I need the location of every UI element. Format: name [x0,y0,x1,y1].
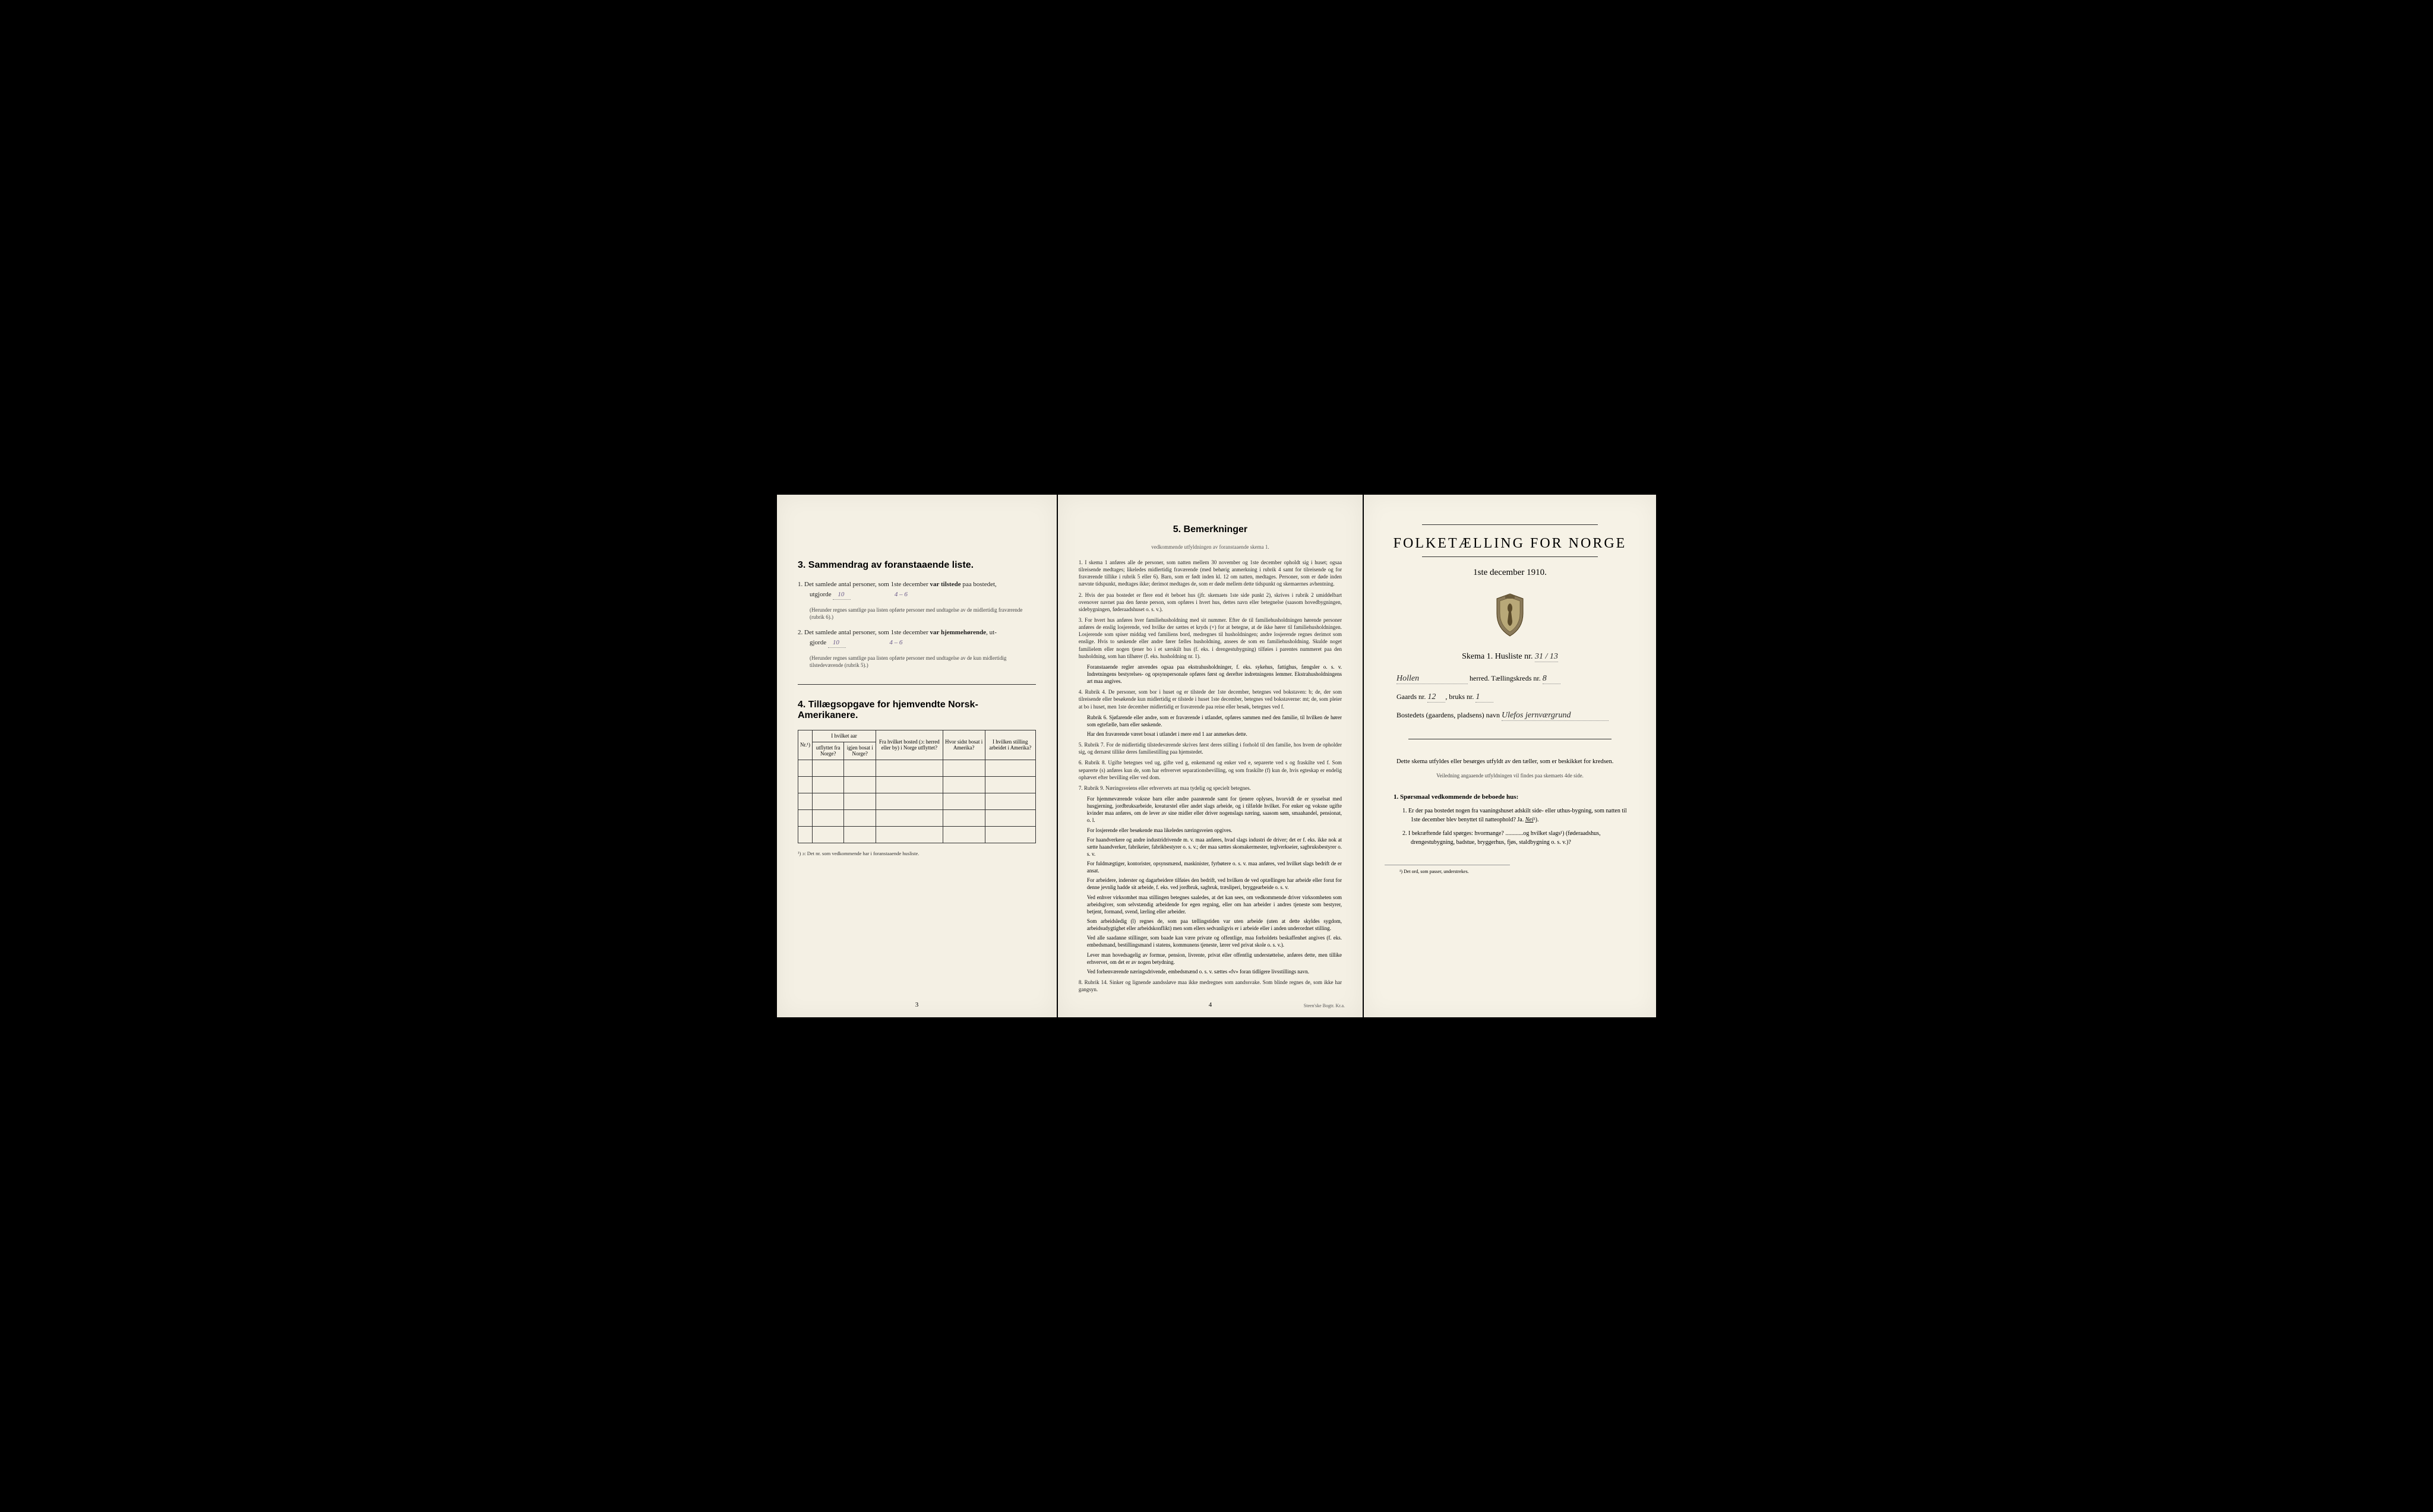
item1-post: paa bostedet, [961,581,997,588]
q1-answer: Nei [1525,817,1534,823]
footnote-3: ¹) Det ord, som passer, understrekes. [1385,865,1510,874]
rule-top [1422,524,1597,525]
remark-7-sub-5: Ved enhver virksomhet maa stillingen bet… [1087,894,1342,915]
subtitle: 1ste december 1910. [1385,568,1635,578]
remark-7-sub-4: For arbeidere, inderster og dagarbeidere… [1087,877,1342,891]
gaard-label: Gaards nr. [1396,692,1426,701]
remark-8: 8. Rubrik 14. Sinker og lignende aandssl… [1079,979,1342,993]
gaard-value: 12 [1427,692,1445,703]
summary-item-2: 2. Det samlede antal personer, som 1ste … [798,628,1036,648]
item2-bold: var hjemmehørende [930,629,987,636]
col-year-head: I hvilket aar [812,730,876,742]
page-1-title: FOLKETÆLLING FOR NORGE 1ste december 191… [1364,495,1656,1017]
bruks-label: bruks nr. [1449,692,1474,701]
remark-3-extra: Foranstaaende regler anvendes ogsaa paa … [1087,663,1342,685]
table-row [798,760,1036,777]
item1-pre: 1. Det samlede antal personer, som 1ste … [798,581,930,588]
item1-note: (Herunder regnes samtlige paa listen opf… [810,607,1036,621]
remark-7: 7. Rubrik 9. Næringsveiens eller erhverv… [1079,785,1342,792]
col-from: Fra hvilket bosted (ɔ: herred eller by) … [876,730,943,760]
item2-post: , ut- [986,629,997,636]
remark-2: 2. Hvis der paa bostedet er flere end ét… [1079,591,1342,613]
bruks-value: 1 [1475,692,1493,703]
col-returned: igjen bosat i Norge? [844,742,876,760]
q1-sup: ¹). [1534,817,1539,823]
bosted-line: Bostedets (gaardens, pladsens) navn Ulef… [1385,711,1635,721]
question-2: 2. I bekræftende fald spørges: hvormange… [1402,829,1635,847]
page-number: 3 [915,1001,919,1008]
skema-label: Skema 1. Husliste nr. [1462,652,1533,661]
herred-line: Hollen herred. Tællingskreds nr. 8 [1385,674,1635,684]
item1-value-1: 10 [833,590,851,600]
divider [798,684,1036,685]
item1-bold: var tilstede [930,581,961,588]
question-1: 1. Er der paa bostedet nogen fra vaaning… [1402,806,1635,824]
table-footnote: ¹) ɔ: Det nr. som vedkommende har i fora… [798,850,1036,856]
remark-7-sub-9: Ved forhenværende næringsdrivende, embed… [1087,968,1342,975]
remark-7-sub-3: For fuldmægtiger, kontorister, opsynsmæn… [1087,860,1342,874]
instructions: Dette skema utfyldes eller besørges utfy… [1396,757,1623,767]
item1-value-2: 4 – 6 [890,591,912,598]
remark-5: 5. Rubrik 7. For de midlertidig tilstede… [1079,741,1342,755]
herred-value: Hollen [1396,674,1468,684]
page-4-remarks: 5. Bemerkninger vedkommende utfyldningen… [1058,495,1363,1017]
skema-line: Skema 1. Husliste nr. 31 / 13 [1385,652,1635,662]
printer-mark: Steen'ske Bogtr. Kr.a. [1304,1003,1345,1008]
bosted-label: Bostedets (gaardens, pladsens) navn [1396,711,1500,719]
section-4-heading: 4. Tillægsopgave for hjemvendte Norsk-Am… [798,700,1036,721]
page-3-summary: 3. Sammendrag av foranstaaende liste. 1.… [777,495,1057,1017]
remark-6: 6. Rubrik 8. Ugifte betegnes ved ug, gif… [1079,759,1342,780]
kreds-value: 8 [1543,674,1560,684]
col-where: Hvor sidst bosat i Amerika? [943,730,985,760]
remark-7-sub-1: For losjerende eller besøkende maa likel… [1087,827,1342,834]
col-emigrated: utflyttet fra Norge? [812,742,843,760]
table-row [798,827,1036,843]
section-5-heading: 5. Bemerkninger [1079,524,1342,535]
item2-pre: 2. Det samlede antal personer, som 1ste … [798,629,930,636]
table-row [798,793,1036,810]
remark-7-sub-6: Som arbeidsledig (l) regnes de, som paa … [1087,918,1342,932]
rule-under-title [1422,556,1597,557]
main-title: FOLKETÆLLING FOR NORGE [1385,536,1635,552]
page-number: 4 [1209,1001,1212,1008]
item2-line2: gjorde [810,639,826,646]
col-nr: Nr.¹) [798,730,813,760]
item2-value-2: 4 – 6 [884,639,907,646]
questions-heading: 1. Spørsmaal vedkommende de beboede hus: [1394,793,1635,801]
guidance-note: Veiledning angaaende utfyldningen vil fi… [1385,773,1635,779]
section-5-sub: vedkommende utfyldningen av foranstaaend… [1079,544,1342,550]
item2-note: (Herunder regnes samtlige paa listen opf… [810,655,1036,669]
remark-4-extra1: Rubrik 6. Sjøfarende eller andre, som er… [1087,714,1342,728]
bosted-value: Ulefos jernværgrund [1502,711,1609,721]
summary-item-1: 1. Det samlede antal personer, som 1ste … [798,580,1036,600]
skema-value: 31 / 13 [1535,652,1558,662]
coat-of-arms-icon [1385,593,1635,640]
gaard-line: Gaards nr. 12, bruks nr. 1 [1385,692,1635,703]
col-position: I hvilken stilling arbeidet i Amerika? [985,730,1035,760]
remark-1: 1. I skema 1 anføres alle de personer, s… [1079,559,1342,588]
tillaeg-table: Nr.¹) I hvilket aar Fra hvilket bosted (… [798,730,1036,843]
remark-3: 3. For hvert hus anføres hver familiehus… [1079,616,1342,660]
herred-label: herred. Tællingskreds nr. [1470,674,1541,682]
remark-7-sub-2: For haandverkere og andre industridriven… [1087,836,1342,858]
item2-value-1: 10 [828,638,846,649]
item1-line2: utgjorde [810,591,832,598]
census-document: 3. Sammendrag av foranstaaende liste. 1.… [777,495,1656,1017]
remark-7-sub-8: Lever man hovedsagelig av formue, pensio… [1087,951,1342,966]
section-3-heading: 3. Sammendrag av foranstaaende liste. [798,560,1036,571]
remark-4: 4. Rubrik 4. De personer, som bor i huse… [1079,688,1342,710]
remark-7-sub-7: Ved alle saadanne stillinger, som baade … [1087,934,1342,948]
q1-text: 1. Er der paa bostedet nogen fra vaaning… [1402,808,1627,823]
remark-7-sub-0: For hjemmeværende voksne barn eller andr… [1087,795,1342,824]
remark-4-extra2: Har den fraværende været bosat i utlande… [1087,730,1342,738]
table-row [798,810,1036,827]
table-row [798,777,1036,793]
